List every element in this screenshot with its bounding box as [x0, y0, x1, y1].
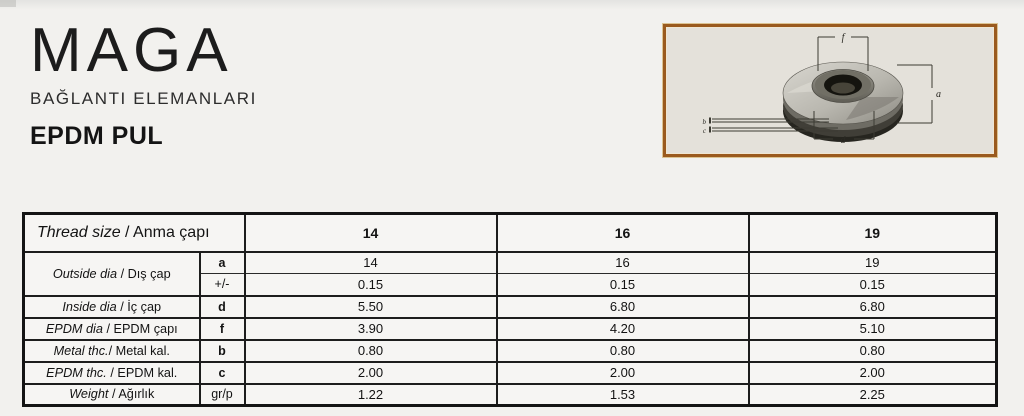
dim-symbol-f: f [198, 316, 246, 341]
row-label-en: EPDM dia [45, 321, 103, 336]
dim-symbol-d: d [198, 294, 246, 319]
value-epdm-thc-19: 2.00 [747, 360, 998, 385]
value-inside-14: 5.50 [243, 294, 498, 319]
table-row-outside-tolerance: +/- 0.15 0.15 0.15 [24, 273, 998, 297]
value-weight-14: 1.22 [243, 382, 498, 407]
size-column-19: 19 [747, 212, 998, 253]
row-label-tr: / Dış çap [117, 266, 171, 281]
row-label-metal-thickness: Metal thc./ Metal kal. [22, 338, 201, 363]
value-outside-14: 14 [243, 250, 498, 274]
table-row-epdm-dia: EPDM dia / EPDM çapı f 3.90 4.20 5.10 [22, 316, 998, 341]
brand-subtitle: BAĞLANTI ELEMANLARI [30, 89, 257, 108]
row-label-en: EPDM thc. [46, 365, 107, 380]
row-label-en: Weight [69, 387, 109, 402]
dim-symbol-tolerance: +/- [198, 273, 246, 297]
value-metal-thc-14: 0.80 [243, 338, 498, 363]
value-epdm-thc-14: 2.00 [243, 360, 498, 385]
washer-photo [782, 61, 904, 142]
table-row-inside-dia: Inside dia / İç çap d 5.50 6.80 6.80 [22, 294, 998, 319]
row-label-tr: / EPDM kal. [106, 365, 178, 380]
table-row-metal-thickness: Metal thc./ Metal kal. b 0.80 0.80 0.80 [22, 338, 998, 363]
washer-diagram: f a d b c [703, 33, 942, 147]
row-label-tr: / Metal kal. [108, 343, 170, 358]
value-outside-16: 16 [495, 250, 750, 274]
value-epdm-dia-16: 4.20 [495, 316, 750, 341]
table-header-row: Thread size / Anma çapı 14 16 19 [22, 212, 998, 253]
row-label-tr: / İç çap [116, 299, 162, 314]
row-label-outside-dia: Outside dia / Dış çap [22, 250, 201, 297]
brand-logo: MAGA [30, 16, 233, 85]
row-label-tr: / Ağırlık [108, 387, 155, 402]
dim-label-c: c [703, 127, 707, 135]
dim-symbol-c: c [198, 360, 246, 385]
dimension-labels: f a d b c [703, 33, 942, 147]
row-label-epdm-thickness: EPDM thc. / EPDM kal. [22, 360, 201, 385]
page-title: EPDM PUL [30, 122, 164, 150]
tolerance-16: 0.15 [495, 273, 750, 297]
dim-symbol-b: b [198, 338, 246, 363]
dim-label-f: f [842, 33, 846, 44]
thread-size-header: Thread size / Anma çapı [22, 212, 246, 253]
table-row-weight: Weight / Ağırlık gr/p 1.22 1.53 2.25 [22, 382, 998, 407]
size-column-14: 14 [243, 212, 498, 253]
value-metal-thc-16: 0.80 [495, 338, 750, 363]
value-inside-16: 6.80 [495, 294, 750, 319]
row-label-en: Metal thc. [53, 343, 109, 358]
size-column-16: 16 [495, 212, 750, 253]
dim-symbol-a: a [198, 250, 246, 274]
scan-artifact-edge [0, 0, 1024, 10]
scan-artifact-corner [0, 0, 16, 7]
brand-block: MAGA BAĞLANTI ELEMANLARI [30, 20, 257, 109]
dim-label-a: a [936, 89, 941, 100]
row-label-epdm-dia: EPDM dia / EPDM çapı [22, 316, 201, 341]
table-row-epdm-thickness: EPDM thc. / EPDM kal. c 2.00 2.00 2.00 [22, 360, 998, 385]
dim-label-d: d [841, 135, 847, 146]
value-outside-19: 19 [747, 250, 998, 274]
dimension-lines [709, 36, 933, 140]
row-label-tr: / EPDM çapı [102, 321, 178, 336]
value-epdm-thc-16: 2.00 [495, 360, 750, 385]
value-weight-19: 2.25 [747, 382, 998, 407]
row-label-weight: Weight / Ağırlık [22, 382, 201, 407]
header-label-en: Thread size [37, 223, 121, 241]
value-weight-16: 1.53 [495, 382, 750, 407]
product-photo-frame: f a d b c [663, 24, 997, 157]
dim-label-b: b [703, 118, 707, 126]
table-row-outside-dia: Outside dia / Dış çap a 14 16 19 [22, 250, 998, 297]
value-inside-19: 6.80 [747, 294, 998, 319]
spec-table: Thread size / Anma çapı 14 16 19 Outside… [22, 212, 998, 407]
value-epdm-dia-14: 3.90 [243, 316, 498, 341]
value-epdm-dia-19: 5.10 [747, 316, 998, 341]
row-label-inside-dia: Inside dia / İç çap [22, 294, 201, 319]
tolerance-19: 0.15 [747, 273, 998, 297]
tolerance-14: 0.15 [243, 273, 498, 297]
header-label-tr: / Anma çapı [120, 223, 210, 241]
unit-symbol-grp: gr/p [198, 382, 246, 407]
value-metal-thc-19: 0.80 [747, 338, 998, 363]
row-label-en: Inside dia [62, 299, 117, 314]
row-label-en: Outside dia [52, 266, 118, 281]
